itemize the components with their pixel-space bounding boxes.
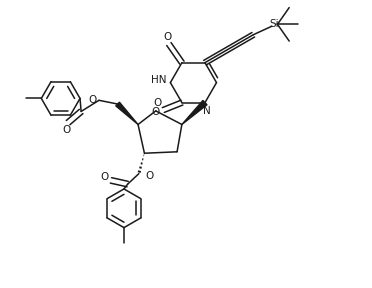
Text: O: O bbox=[62, 125, 70, 135]
Text: O: O bbox=[154, 98, 162, 109]
Polygon shape bbox=[182, 101, 207, 124]
Text: O: O bbox=[152, 107, 160, 117]
Text: O: O bbox=[88, 94, 96, 105]
Polygon shape bbox=[116, 102, 138, 124]
Text: Si: Si bbox=[269, 19, 279, 29]
Text: O: O bbox=[145, 170, 153, 181]
Text: O: O bbox=[163, 32, 171, 42]
Text: N: N bbox=[203, 106, 211, 116]
Text: HN: HN bbox=[151, 75, 166, 85]
Text: O: O bbox=[100, 172, 108, 182]
